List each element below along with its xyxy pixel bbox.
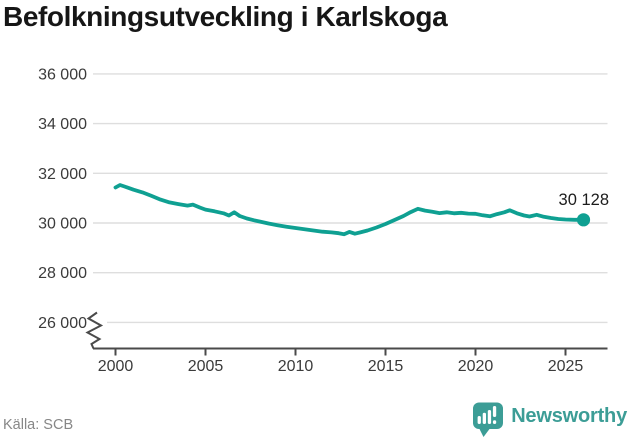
end-value-label: 30 128 (559, 191, 609, 209)
axis-break-icon (85, 311, 104, 349)
chart-title: Befolkningsutveckling i Karlskoga (3, 1, 448, 32)
x-tick-label: 2015 (368, 358, 404, 375)
bar-chart-icon-bar-3 (487, 410, 492, 424)
population-line (113, 183, 586, 237)
bar-chart-icon-bar-1 (477, 416, 482, 424)
y-tick-label: 30 000 (38, 216, 87, 233)
x-tick-label: 2000 (98, 358, 134, 375)
x-tick-label: 2005 (188, 358, 224, 375)
newsworthy-icon-pointer (478, 427, 492, 437)
x-tick-label: 2025 (548, 358, 584, 375)
y-tick-label: 32 000 (38, 166, 87, 183)
x-tick-label: 2010 (278, 358, 314, 375)
y-tick-label: 36 000 (38, 66, 87, 83)
brand-name: Newsworthy (511, 405, 627, 427)
newsworthy-icon (473, 402, 504, 437)
brand-logo: Newsworthy (472, 401, 627, 438)
bar-chart-icon-bar-2 (482, 412, 487, 424)
y-tick-label: 26 000 (38, 315, 87, 332)
y-tick-label: 34 000 (38, 116, 87, 133)
exclamation-icon-bar (493, 406, 497, 417)
end-point-marker (576, 213, 591, 227)
y-tick-label: 28 000 (38, 265, 87, 282)
source-label: Källa: SCB (3, 417, 74, 433)
exclamation-icon-dot (493, 420, 497, 424)
x-tick-label: 2020 (458, 358, 494, 375)
